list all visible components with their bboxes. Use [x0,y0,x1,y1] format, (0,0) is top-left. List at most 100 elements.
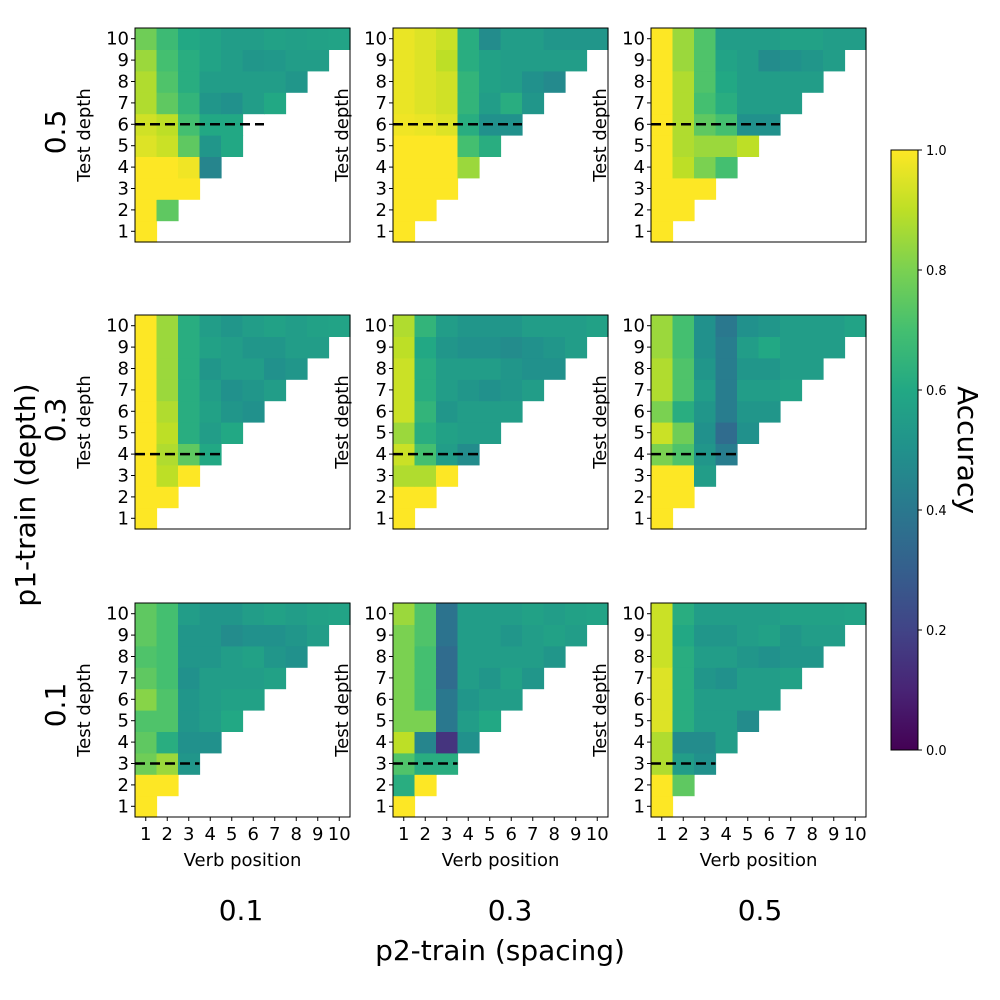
figure-labels: 0.1 0.3 0.5 p2-train (spacing) p1-train … [9,110,984,967]
heatmap-cell [565,624,588,647]
heatmap-cell [737,28,760,50]
heatmap-cell [457,357,480,380]
heatmap-cell [672,710,695,732]
heatmap-cell [457,400,480,423]
heatmap-cell [715,688,738,711]
heatmap-cell [199,379,222,402]
heatmap-cell [264,645,287,668]
y-tick-label: 4 [634,157,645,178]
heatmap-cell [758,400,781,423]
heatmap-cell [135,357,158,380]
heatmap-cell [672,177,695,200]
heatmap-cell [393,774,416,797]
y-tick-label: 9 [376,50,387,71]
heatmap-cell [436,400,459,423]
heatmap-cell [178,710,201,732]
heatmap-cell [221,336,244,359]
x-tick-label: 1 [140,824,151,845]
heatmap-cell [135,28,158,50]
heatmap-cell [479,710,502,732]
heatmap-cell [414,315,437,337]
y-tick-label: 10 [364,316,387,337]
y-tick-label: 1 [376,221,387,242]
heatmap-cell [479,315,502,337]
heatmap-cell [586,315,609,337]
heatmap-cell [672,667,695,690]
heatmap-cell [479,624,502,647]
heatmap-cell [457,710,480,732]
heatmap-cell [221,315,244,337]
y-tick-label: 3 [118,466,129,487]
y-tick-label: 10 [106,316,129,337]
heatmap-cell [328,603,351,625]
heatmap-cell [543,315,566,337]
heatmap-cell [156,688,179,711]
heatmap-cell [479,135,502,157]
heatmap-cell [522,70,545,93]
heatmap-cell [758,624,781,647]
heatmap-cell [694,710,717,732]
heatmap-cell [199,336,222,359]
y-tick-label: 5 [376,711,387,732]
column-label-p2-0.1: 0.1 [219,894,264,927]
heatmap-cell [651,379,674,402]
heatmap-cell [221,70,244,93]
heatmap-cell [672,70,695,93]
heatmap-cell [780,379,803,402]
y-axis-label: Test depth [590,88,611,183]
heatmap-cell [135,688,158,711]
x-tick-label: 8 [291,824,302,845]
x-tick-label: 1 [398,824,409,845]
heatmap-cell [156,645,179,668]
colorbar-frame [890,149,919,751]
heatmap-cell [565,315,588,337]
heatmap-cell [393,336,416,359]
x-tick-label: 8 [807,824,818,845]
heatmap-cell [737,688,760,711]
y-axis-label: Test depth [74,88,95,183]
heatmap-cell [393,70,416,93]
heatmap-cell [672,774,695,797]
heatmap-cell [522,603,545,625]
heatmap-cell [178,92,201,115]
heatmap-cell [414,422,437,444]
y-tick-label: 6 [118,114,129,135]
heatmap-cell [500,70,523,93]
y-tick-label: 3 [376,754,387,775]
heatmap-cell [672,400,695,423]
heatmap-cell [543,357,566,380]
heatmap-cell [178,422,201,444]
heatmap-cell [823,49,846,72]
heatmap-cell [178,603,201,625]
y-tick-label: 7 [634,380,645,401]
heatmap-cell [457,422,480,444]
heatmap-cell [436,70,459,93]
heatmap-cell [199,28,222,50]
heatmap-cell [178,315,201,337]
heatmap-cell [715,357,738,380]
y-tick-label: 6 [118,401,129,422]
heatmap-cell [436,357,459,380]
y-tick-label: 8 [634,647,645,668]
heatmap-cell [823,603,846,625]
heatmap-cell [436,422,459,444]
heatmap-cell [801,336,824,359]
y-tick-label: 6 [376,114,387,135]
heatmap-cell [156,486,179,509]
heatmap-cell [135,199,158,222]
heatmap-cell [156,667,179,690]
heatmap-cell [672,199,695,222]
x-tick-label: 6 [764,824,775,845]
heatmap-cell [436,645,459,668]
heatmap-cell [156,70,179,93]
heatmap-cell [199,357,222,380]
heatmap-cell [672,603,695,625]
heatmap-cell [737,379,760,402]
heatmap-cell [393,135,416,157]
heatmap-cell [500,92,523,115]
heatmap-cell [651,795,674,818]
x-tick-label: 7 [527,824,538,845]
heatmap-cell [135,156,158,179]
